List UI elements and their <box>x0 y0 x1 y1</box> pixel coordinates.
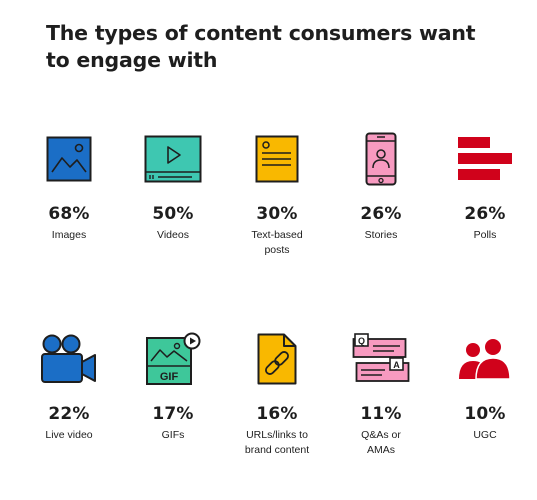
stat-label: Polls <box>433 228 537 243</box>
stat-label-line: UGC <box>473 429 497 441</box>
stat-images: 68% Images <box>17 130 121 243</box>
stat-videos: 50% Videos <box>121 130 225 243</box>
stat-label: GIFs <box>121 428 225 443</box>
stat-value: 10% <box>464 404 506 424</box>
svg-text:GIF: GIF <box>160 371 179 383</box>
stat-qas: Q A 11% Q&As or AMAs <box>329 330 433 458</box>
stat-value: 17% <box>152 404 194 424</box>
stat-urls-links: 16% URLs/links to brand content <box>225 330 329 458</box>
svg-text:Q: Q <box>358 336 365 346</box>
title-line-2: to engage with <box>46 48 218 72</box>
camera-icon <box>39 330 99 388</box>
stat-label: Text-based posts <box>225 228 329 258</box>
poll-bars-icon <box>455 130 515 188</box>
qa-chat-icon: Q A <box>351 330 411 388</box>
users-icon <box>455 330 515 388</box>
stat-label-line: posts <box>264 244 290 256</box>
stat-label-line: Polls <box>473 229 497 241</box>
stats-row-1: 68% Images 50% Videos <box>17 130 537 300</box>
title-line-1: The types of content consumers want <box>46 21 476 45</box>
stat-label-line: GIFs <box>161 429 185 441</box>
stat-text-based-posts: 30% Text-based posts <box>225 130 329 258</box>
stat-value: 11% <box>360 404 402 424</box>
page-title: The types of content consumers want to e… <box>46 20 506 74</box>
stat-value: 30% <box>256 204 298 224</box>
stat-gifs: GIF 17% GIFs <box>121 330 225 443</box>
link-document-icon <box>247 330 307 388</box>
stat-value: 22% <box>48 404 90 424</box>
stat-ugc: 10% UGC <box>433 330 537 443</box>
gif-icon: GIF <box>143 330 203 388</box>
stats-row-2: 22% Live video GIF 17% GIFs <box>17 330 537 500</box>
stat-label-line: Stories <box>364 229 398 241</box>
stat-label-line: Videos <box>157 229 189 241</box>
stat-label-line: Text-based <box>251 229 303 241</box>
stat-label: URLs/links to brand content <box>225 428 329 458</box>
stat-stories: 26% Stories <box>329 130 433 243</box>
stat-label-line: URLs/links to <box>246 429 308 441</box>
stat-label-line: AMAs <box>366 444 395 456</box>
stat-polls: 26% Polls <box>433 130 537 243</box>
stat-label-line: Q&As or <box>361 429 401 441</box>
stat-label: Live video <box>17 428 121 443</box>
stat-label: Images <box>17 228 121 243</box>
svg-text:A: A <box>393 360 400 370</box>
image-icon <box>39 130 99 188</box>
video-player-icon <box>143 130 203 188</box>
stat-value: 16% <box>256 404 298 424</box>
phone-profile-icon <box>351 130 411 188</box>
stat-label-line: brand content <box>244 444 310 456</box>
stat-label: UGC <box>433 428 537 443</box>
document-icon <box>247 130 307 188</box>
stat-live-video: 22% Live video <box>17 330 121 443</box>
stat-value: 50% <box>152 204 194 224</box>
stat-value: 68% <box>48 204 90 224</box>
stat-label: Stories <box>329 228 433 243</box>
stat-value: 26% <box>464 204 506 224</box>
stat-value: 26% <box>360 204 402 224</box>
stat-label-line: Live video <box>45 429 93 441</box>
stat-label-line: Images <box>51 229 87 241</box>
stat-label: Q&As or AMAs <box>329 428 433 458</box>
stat-label: Videos <box>121 228 225 243</box>
